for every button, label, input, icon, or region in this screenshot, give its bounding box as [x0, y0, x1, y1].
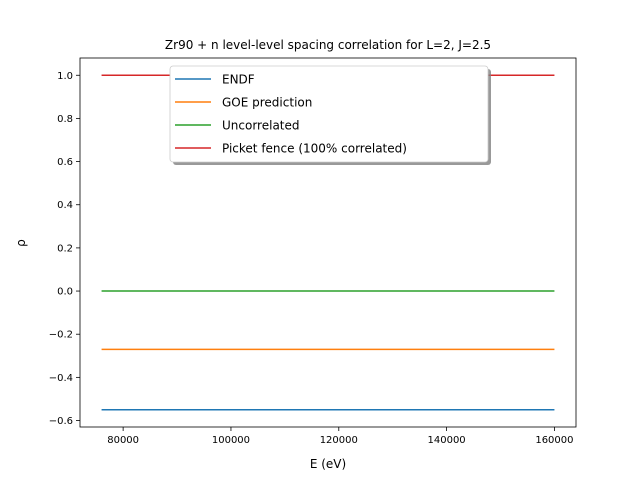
x-axis-label: E (eV) [310, 457, 346, 471]
axes-frame [79, 57, 577, 428]
y-tick-label: 0.2 [57, 243, 73, 254]
y-tick-label: 1.0 [57, 71, 73, 82]
legend-label: ENDF [222, 73, 255, 87]
y-tick-label: −0.4 [49, 373, 73, 384]
y-tick-label: 0.8 [57, 114, 73, 125]
y-tick-label: 0.0 [57, 287, 73, 298]
x-tick-label: 140000 [428, 435, 466, 446]
y-tick-label: −0.2 [49, 330, 73, 341]
y-axis-label: ρ [14, 239, 28, 247]
x-tick-label: 160000 [535, 435, 573, 446]
x-axis: 80000 100000 120000 140000 160000 [107, 427, 574, 446]
legend-label: Picket fence (100% correlated) [222, 142, 407, 156]
y-tick-label: 0.4 [57, 200, 73, 211]
y-tick-label: −0.6 [49, 416, 73, 427]
legend-label: GOE prediction [222, 96, 312, 110]
y-tick-label: 0.6 [57, 157, 73, 168]
legend: ENDF GOE prediction Uncorrelated Picket fen… [169, 65, 491, 165]
legend-box [169, 65, 489, 163]
x-tick-label: 100000 [212, 435, 250, 446]
chart-title: Zr90 + n level-level spacing correlation… [165, 38, 491, 52]
x-tick-label: 120000 [320, 435, 358, 446]
x-tick-label: 80000 [107, 435, 139, 446]
y-axis: −0.6 −0.4 −0.2 0.0 0.2 0.4 0.6 0.8 1.0 [49, 71, 80, 427]
legend-label: Uncorrelated [222, 119, 300, 133]
